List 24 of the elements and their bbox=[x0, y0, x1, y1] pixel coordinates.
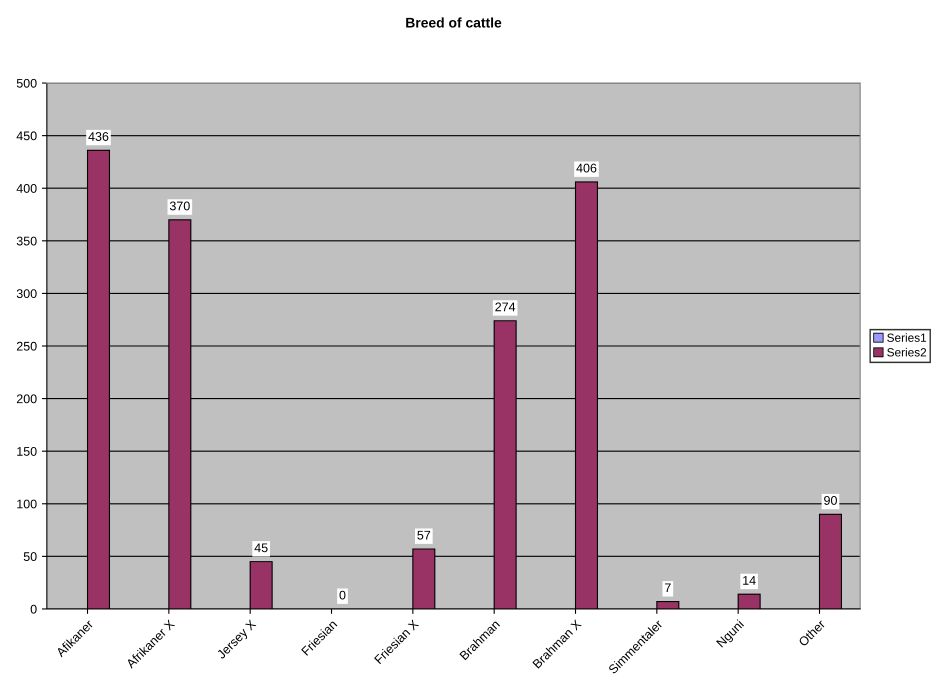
data-label: 7 bbox=[664, 583, 671, 592]
chart-title: Breed of cattle bbox=[406, 17, 502, 28]
y-tick-label: 150 bbox=[17, 446, 37, 456]
data-label: 370 bbox=[170, 202, 190, 210]
data-label: 90 bbox=[824, 496, 837, 505]
y-tick-label: 200 bbox=[16, 394, 37, 404]
data-label: 406 bbox=[576, 164, 596, 172]
data-label: 57 bbox=[417, 530, 430, 540]
y-tick-label: 0 bbox=[30, 604, 37, 614]
y-tick-label: 350 bbox=[16, 236, 37, 246]
data-label: 0 bbox=[340, 590, 346, 600]
y-tick-label: 300 bbox=[16, 289, 37, 298]
data-label: 274 bbox=[495, 302, 516, 312]
y-tick-label: 50 bbox=[24, 552, 37, 562]
legend-label: Series2 bbox=[887, 348, 926, 357]
y-tick-label: 450 bbox=[16, 131, 37, 140]
y-tick-label: 500 bbox=[16, 78, 37, 88]
data-label: 45 bbox=[254, 543, 268, 552]
y-tick-label: 250 bbox=[16, 342, 37, 351]
y-tick-label: 100 bbox=[17, 500, 37, 508]
data-label: 436 bbox=[88, 132, 108, 141]
y-tick-label: 400 bbox=[16, 184, 37, 193]
data-label: 14 bbox=[743, 576, 756, 585]
legend-label: Series1 bbox=[887, 333, 926, 342]
